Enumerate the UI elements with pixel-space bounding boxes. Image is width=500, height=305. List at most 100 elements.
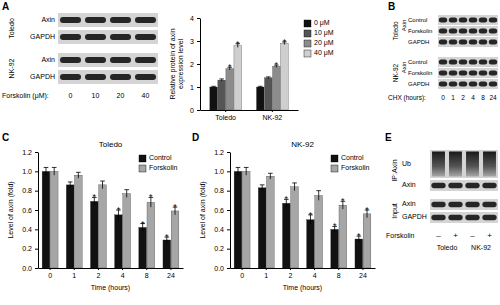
panel-letter: D: [192, 132, 199, 143]
x-axis: 0124824: [231, 268, 376, 279]
x-axis-title: Time (hours): [91, 284, 130, 292]
band: [465, 215, 479, 221]
band: [489, 71, 497, 76]
annotation: *: [333, 221, 337, 231]
row-label: Ub: [402, 160, 411, 167]
bar: [242, 171, 250, 268]
bar: [282, 203, 290, 268]
legend: ControlForskolin: [331, 154, 370, 172]
y-tick-label: 0.6: [214, 207, 224, 214]
y-axis: 0.00.20.40.60.81.01.2: [22, 149, 38, 272]
y-tick-mark: [227, 229, 230, 230]
blot-background: [58, 53, 158, 67]
y-tick: 0: [190, 107, 200, 114]
band: [85, 57, 106, 63]
x-tick-label: 2: [96, 272, 100, 279]
x-tick-mark: [50, 268, 51, 270]
x-tick-mark: [314, 268, 315, 270]
legend-label: 10 μM: [314, 29, 334, 37]
error-bar: [124, 190, 129, 198]
y-tick-label: 3: [190, 38, 194, 45]
error-bar: [236, 167, 241, 175]
annotation: *: [149, 192, 153, 202]
band: [135, 74, 156, 80]
bar: [234, 46, 242, 110]
legend: 0 μM10 μM20 μM40 μM: [304, 19, 334, 57]
legend-swatch: [139, 155, 146, 162]
lane-label: –: [470, 231, 475, 240]
y-axis: 0.00.20.40.60.81.01.2: [214, 149, 230, 272]
lane-label: 2: [461, 94, 465, 101]
y-tick-mark: [227, 152, 230, 153]
blot-background: [438, 57, 498, 67]
y-tick-label: 1: [190, 84, 194, 91]
x-tick: 4: [121, 268, 125, 279]
y-axis-title: Level of axin (fold): [7, 181, 15, 238]
lane-group-label: Toledo: [437, 244, 458, 251]
plot-marks: [210, 42, 288, 110]
y-tick-mark: [35, 152, 38, 153]
row-label: GAPDH: [30, 73, 55, 80]
bar: [66, 185, 74, 268]
y-tick-label: 1.0: [22, 168, 32, 175]
band: [482, 202, 496, 208]
x-tick: 1: [72, 268, 76, 279]
lane-label: 20: [117, 92, 125, 99]
band: [482, 215, 496, 221]
y-tick: 0.6: [22, 207, 38, 214]
x-tick-label: Toledo: [215, 114, 236, 121]
y-tick-mark: [227, 171, 230, 172]
band: [85, 34, 106, 40]
blot-row: [430, 212, 498, 223]
band: [110, 57, 131, 63]
band: [110, 34, 131, 40]
row-label: Forskolin: [408, 28, 432, 34]
band: [479, 71, 487, 76]
x-axis-line: [231, 268, 376, 269]
x-tick: 8: [145, 268, 149, 279]
y-tick-label: 2: [190, 61, 194, 68]
band: [459, 71, 467, 76]
band: [60, 17, 81, 23]
band: [449, 18, 457, 23]
band: [439, 71, 447, 76]
y-axis-line: [38, 153, 39, 269]
bar: [273, 66, 281, 110]
y-tick-mark: [35, 268, 38, 269]
lane-label: 40: [142, 92, 150, 99]
blot-row: [430, 199, 498, 210]
band: [60, 57, 81, 63]
band: [110, 74, 131, 80]
y-tick-mark: [197, 41, 200, 42]
annotation: *: [173, 202, 177, 212]
blot-row: [438, 37, 498, 47]
y-tick-mark: [35, 229, 38, 230]
bar: [258, 188, 266, 268]
x-tick-mark: [242, 268, 243, 270]
y-tick: 0.0: [214, 265, 230, 272]
chart: 0.00.20.40.60.81.01.20124824******Toledo…: [7, 140, 184, 292]
band: [110, 17, 131, 23]
group-label: Toledo: [8, 18, 15, 39]
group-label: Input: [391, 203, 399, 219]
row-label: GAPDH: [402, 213, 427, 220]
x-tick: 2: [288, 268, 292, 279]
y-tick-label: 0: [190, 107, 194, 114]
lane-label: 24: [489, 94, 497, 101]
error-bar: [100, 181, 105, 189]
bar: [281, 43, 289, 110]
x-tick-mark: [338, 268, 339, 270]
bar: [123, 194, 131, 268]
x-tick-mark: [146, 268, 147, 270]
x-tick: 1: [264, 268, 268, 279]
legend-swatch: [331, 165, 338, 172]
bar: [331, 229, 339, 268]
blot-background: [58, 13, 158, 27]
legend-label: Control: [149, 154, 172, 161]
band: [469, 60, 477, 65]
x-tick-label: 2: [288, 272, 292, 279]
y-tick: 0.6: [214, 207, 230, 214]
error-bar: [52, 167, 57, 175]
annotation: *: [341, 196, 345, 206]
legend-label: Forskolin: [341, 164, 370, 171]
